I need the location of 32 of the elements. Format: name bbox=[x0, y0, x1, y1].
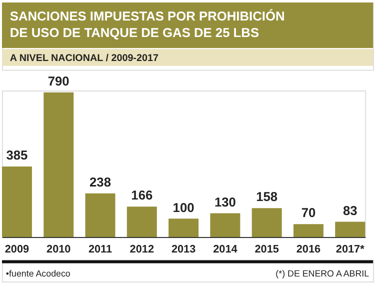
x-tick-label: 2014 bbox=[213, 243, 238, 256]
x-tick-label: 2017* bbox=[336, 243, 366, 256]
bar bbox=[2, 166, 32, 237]
x-tick-label: 2009 bbox=[4, 243, 30, 256]
x-tick-label: 2012 bbox=[130, 243, 154, 256]
bar bbox=[126, 206, 157, 237]
bar bbox=[293, 224, 324, 237]
data-label: 158 bbox=[256, 189, 278, 204]
x-tick-label: 2010 bbox=[46, 243, 71, 256]
data-label: 790 bbox=[48, 73, 70, 88]
bar bbox=[168, 218, 199, 237]
data-label: 166 bbox=[131, 188, 153, 203]
bar bbox=[252, 208, 282, 237]
chart-subtitle: A NIVEL NACIONAL / 2009-2017 bbox=[10, 52, 159, 64]
data-label: 130 bbox=[214, 194, 236, 210]
bar bbox=[335, 222, 366, 237]
x-tick-label: 2016 bbox=[296, 243, 321, 256]
text: (*) DE ENERO A ABRIL bbox=[276, 268, 370, 279]
text: DE USO DE TANQUE DE GAS DE 25 LBS bbox=[10, 25, 260, 40]
x-tick-label: 2015 bbox=[254, 243, 279, 256]
bar bbox=[44, 92, 74, 237]
bar bbox=[210, 213, 240, 237]
bar bbox=[85, 193, 116, 237]
text: SANCIONES IMPUESTAS POR PROHIBICIÓN bbox=[10, 8, 285, 24]
data-label: 83 bbox=[342, 202, 358, 218]
x-tick-label: 2013 bbox=[171, 243, 196, 256]
data-label: 238 bbox=[90, 174, 111, 190]
text: •fuente Acodeco bbox=[6, 268, 70, 279]
data-label: 100 bbox=[172, 200, 194, 215]
data-label: 385 bbox=[6, 148, 28, 163]
x-tick-label: 2011 bbox=[88, 243, 112, 256]
data-label: 70 bbox=[301, 205, 316, 220]
